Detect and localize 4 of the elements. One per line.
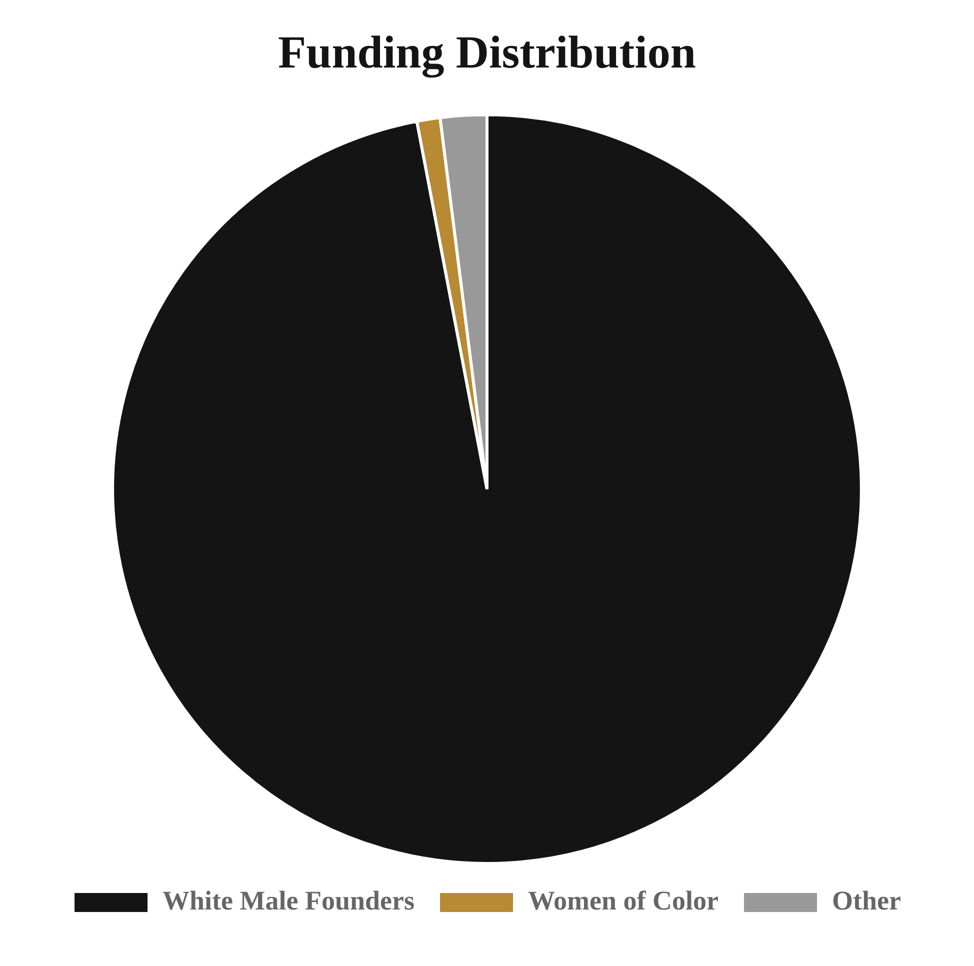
legend-label: Other [832, 885, 901, 916]
chart-title: Funding Distribution [278, 26, 696, 78]
legend-label: Women of Color [528, 885, 719, 916]
legend-label: White Male Founders [162, 885, 415, 916]
